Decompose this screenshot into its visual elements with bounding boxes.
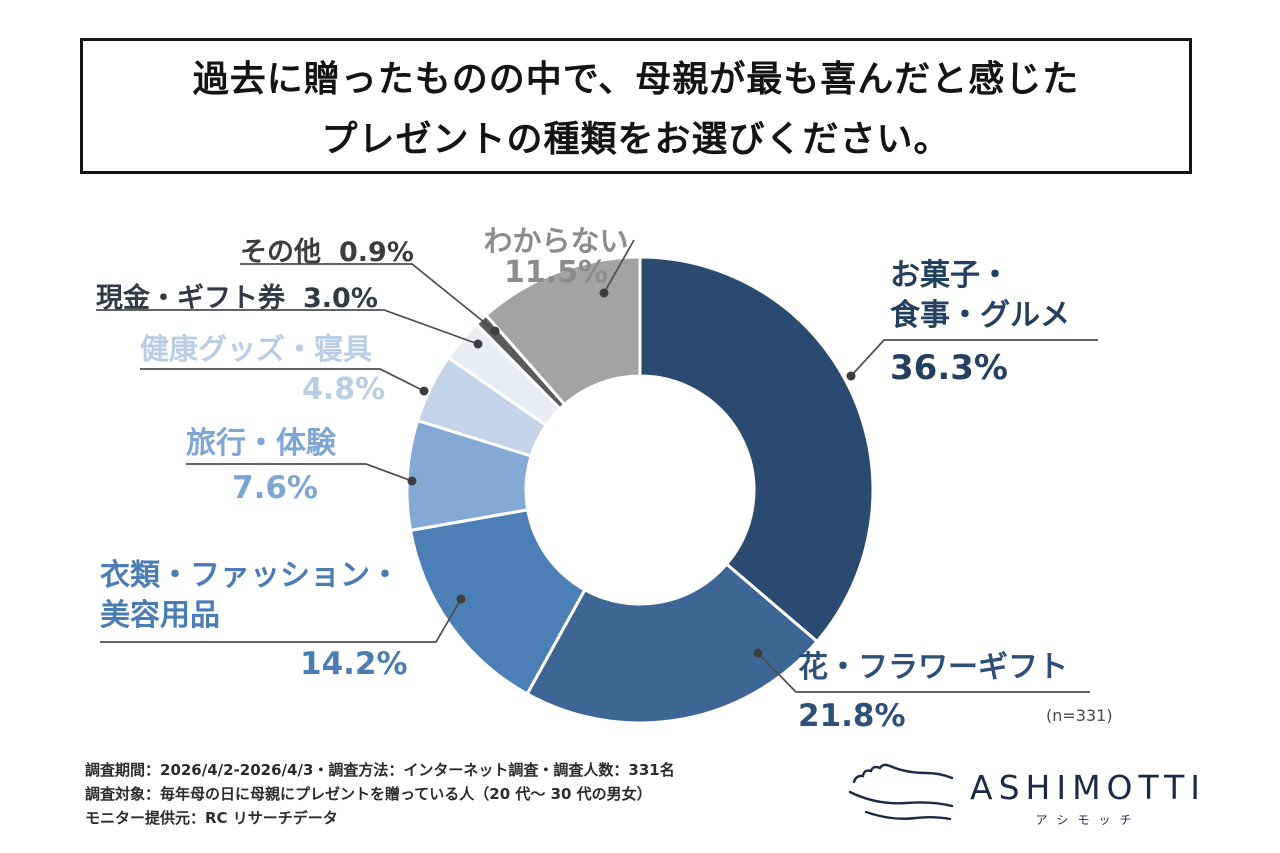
label-cash-giftcard-row: 現金・ギフト券 3.0%	[96, 276, 378, 315]
page-title-line2: プレゼントの種類をお選びください。	[321, 119, 951, 160]
percent-cash-giftcard: 3.0%	[303, 283, 378, 314]
label-health-goods: 健康グッズ・寝具	[140, 332, 373, 366]
brand-subname: アシモッチ	[1035, 813, 1141, 827]
survey-note-line2: 調査対象：毎年母の日に母親にプレゼントを贈っている人（20 代〜 30 代の男女…	[85, 785, 652, 803]
donut-segment-2	[408, 508, 587, 696]
brand-name: ASHIMOTTI	[970, 768, 1206, 807]
percent-dont-know: 11.5%	[503, 255, 609, 290]
label-other-row: その他 0.9%	[240, 230, 414, 269]
label-travel-experience: 旅行・体験	[186, 426, 336, 461]
percent-health-goods: 4.8%	[302, 372, 386, 407]
donut-segment-1	[525, 561, 820, 725]
survey-note-line1: 調査期間：2026/4/2-2026/4/3・調査方法：インターネット調査・調査…	[85, 761, 675, 779]
percent-other: 0.9%	[339, 237, 414, 268]
page-title-line1: 過去に贈ったものの中で、母親が最も喜んだと感じた	[192, 59, 1080, 100]
percent-sweets-gourmet: 36.3%	[890, 348, 1008, 388]
percent-travel-experience: 7.6%	[232, 470, 318, 506]
label-flower-gift: 花・フラワーギフト	[798, 650, 1068, 685]
donut-chart	[405, 255, 875, 725]
survey-notes: 調査期間：2026/4/2-2026/4/3・調査方法：インターネット調査・調査…	[85, 758, 675, 830]
label-sweets-gourmet: お菓子・ 食事・グルメ	[890, 258, 1070, 333]
label-fashion-beauty: 衣類・ファッション・ 美容用品	[100, 558, 400, 633]
brand-text: ASHIMOTTI アシモッチ	[970, 768, 1206, 828]
title-box: 過去に贈ったものの中で、母親が最も喜んだと感じた プレゼントの種類をお選びくださ…	[80, 38, 1192, 174]
percent-fashion-beauty: 14.2%	[300, 646, 408, 682]
foot-logo-icon	[848, 763, 954, 821]
survey-note-line3: モニター提供元：RC リサーチデータ	[85, 809, 338, 827]
donut-segment-0	[638, 255, 875, 644]
label-cash-giftcard: 現金・ギフト券	[96, 283, 285, 314]
brand-lockup: ASHIMOTTI アシモッチ	[840, 758, 1210, 838]
sample-size-label: (n=331)	[1046, 706, 1113, 725]
percent-flower-gift: 21.8%	[798, 698, 906, 734]
label-other: その他	[240, 237, 321, 268]
